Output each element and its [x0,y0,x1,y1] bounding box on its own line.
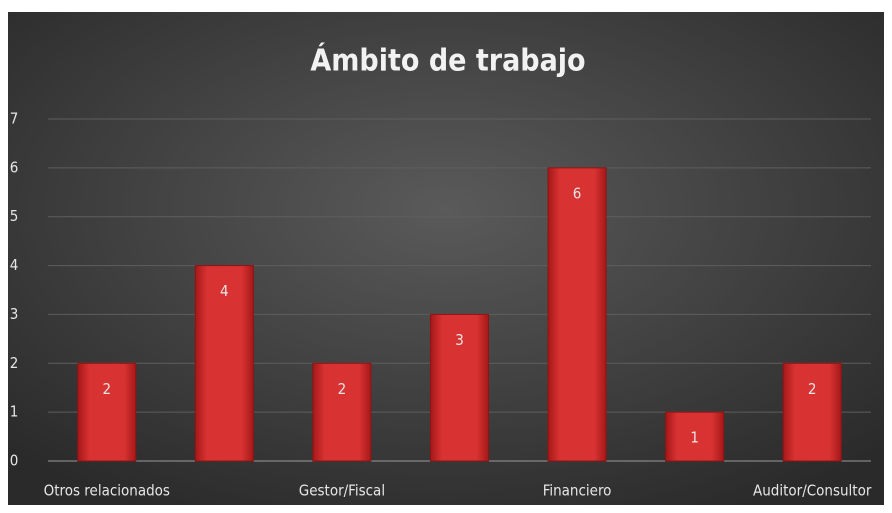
chart-title: Ámbito de trabajo [310,43,585,79]
y-tick-label: 6 [10,158,19,176]
y-tick-label: 1 [10,403,19,421]
data-label: 6 [573,184,582,202]
data-label: 2 [102,380,111,398]
data-label: 2 [808,380,817,398]
y-tick-label: 4 [10,256,19,274]
bar [782,362,842,462]
bar [430,313,489,462]
y-tick-label: 5 [10,207,19,225]
bar [77,362,137,462]
y-tick-label: 2 [10,354,19,372]
data-label: 2 [338,380,347,398]
y-tick-label: 0 [10,452,19,470]
y-tick-label: 3 [10,305,19,323]
x-tick-label: Auditor/Consultor [753,482,872,500]
bar [665,411,725,462]
bar [547,167,607,462]
x-tick-label: Gestor/Fiscal [299,482,385,500]
y-tick-label: 7 [10,110,19,128]
data-label: 4 [220,282,229,300]
bar [312,362,372,462]
data-label: 1 [690,429,699,447]
bar [194,265,254,462]
data-label: 3 [455,331,464,349]
x-tick-label: Otros relacionados [44,482,170,500]
x-tick-label: Financiero [543,482,612,500]
